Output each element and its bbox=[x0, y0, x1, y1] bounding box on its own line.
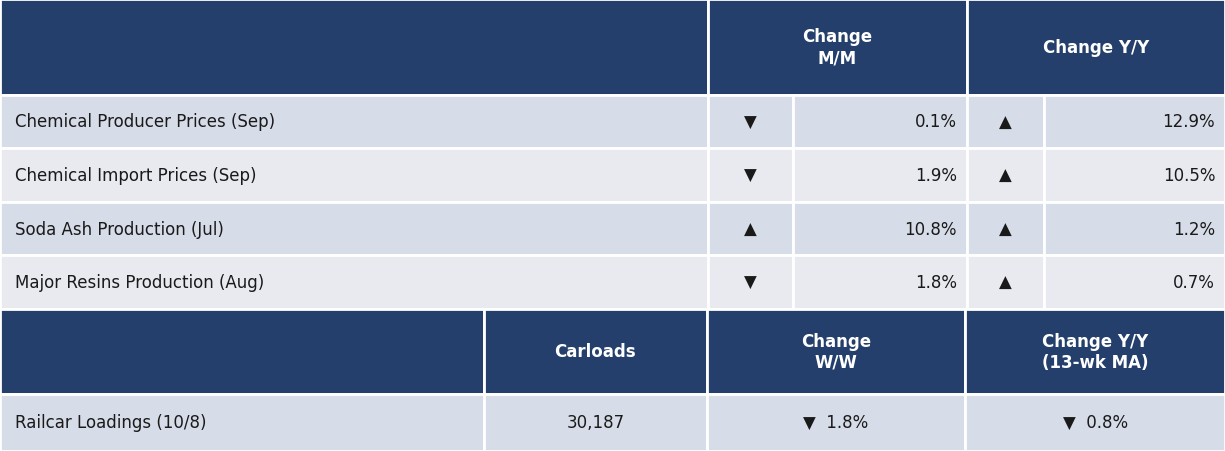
Text: ▼  0.8%: ▼ 0.8% bbox=[1062, 414, 1128, 431]
Bar bbox=[708, 256, 794, 309]
Text: ▲: ▲ bbox=[998, 113, 1012, 131]
Text: 10.8%: 10.8% bbox=[904, 220, 957, 238]
Bar bbox=[794, 202, 967, 256]
Bar bbox=[0, 149, 708, 202]
Bar bbox=[967, 202, 1044, 256]
Bar bbox=[0, 256, 708, 309]
Bar bbox=[967, 256, 1044, 309]
Bar bbox=[708, 0, 967, 96]
Text: Change
W/W: Change W/W bbox=[801, 332, 871, 371]
Bar bbox=[1044, 96, 1225, 149]
Bar bbox=[707, 309, 965, 394]
Text: Change
M/M: Change M/M bbox=[802, 28, 872, 67]
Text: Chemical Producer Prices (Sep): Chemical Producer Prices (Sep) bbox=[15, 113, 274, 131]
Bar bbox=[794, 149, 967, 202]
Text: 0.7%: 0.7% bbox=[1174, 273, 1215, 291]
Text: Major Resins Production (Aug): Major Resins Production (Aug) bbox=[15, 273, 263, 291]
Bar bbox=[1044, 256, 1225, 309]
Text: ▼: ▼ bbox=[745, 166, 757, 184]
Bar bbox=[965, 394, 1225, 451]
Text: Soda Ash Production (Jul): Soda Ash Production (Jul) bbox=[15, 220, 224, 238]
Text: ▲: ▲ bbox=[998, 220, 1012, 238]
Text: ▲: ▲ bbox=[998, 166, 1012, 184]
Bar bbox=[0, 202, 708, 256]
Text: 0.1%: 0.1% bbox=[915, 113, 957, 131]
Bar bbox=[708, 149, 794, 202]
Text: ▲: ▲ bbox=[745, 220, 757, 238]
Bar bbox=[965, 309, 1225, 394]
Bar bbox=[1044, 149, 1225, 202]
Text: 1.8%: 1.8% bbox=[915, 273, 957, 291]
Bar bbox=[708, 96, 794, 149]
Text: ▲: ▲ bbox=[998, 273, 1012, 291]
Text: ▼: ▼ bbox=[745, 273, 757, 291]
Bar bbox=[0, 0, 708, 96]
Bar bbox=[967, 96, 1044, 149]
Bar bbox=[484, 394, 707, 451]
Text: Railcar Loadings (10/8): Railcar Loadings (10/8) bbox=[15, 414, 206, 431]
Text: ▼  1.8%: ▼ 1.8% bbox=[804, 414, 869, 431]
Bar bbox=[967, 0, 1225, 96]
Bar bbox=[707, 394, 965, 451]
Text: Change Y/Y
(13-wk MA): Change Y/Y (13-wk MA) bbox=[1042, 332, 1148, 371]
Bar bbox=[1044, 202, 1225, 256]
Text: Carloads: Carloads bbox=[555, 342, 636, 360]
Text: Change Y/Y: Change Y/Y bbox=[1042, 39, 1149, 57]
Text: 10.5%: 10.5% bbox=[1163, 166, 1215, 184]
Text: 1.2%: 1.2% bbox=[1174, 220, 1215, 238]
Text: ▼: ▼ bbox=[745, 113, 757, 131]
Bar bbox=[794, 256, 967, 309]
Bar bbox=[0, 394, 484, 451]
Bar bbox=[0, 309, 484, 394]
Bar bbox=[708, 202, 794, 256]
Bar bbox=[0, 96, 708, 149]
Text: Chemical Import Prices (Sep): Chemical Import Prices (Sep) bbox=[15, 166, 256, 184]
Bar bbox=[484, 309, 707, 394]
Text: 12.9%: 12.9% bbox=[1163, 113, 1215, 131]
Text: 30,187: 30,187 bbox=[566, 414, 625, 431]
Bar bbox=[967, 149, 1044, 202]
Text: 1.9%: 1.9% bbox=[915, 166, 957, 184]
Bar bbox=[794, 96, 967, 149]
